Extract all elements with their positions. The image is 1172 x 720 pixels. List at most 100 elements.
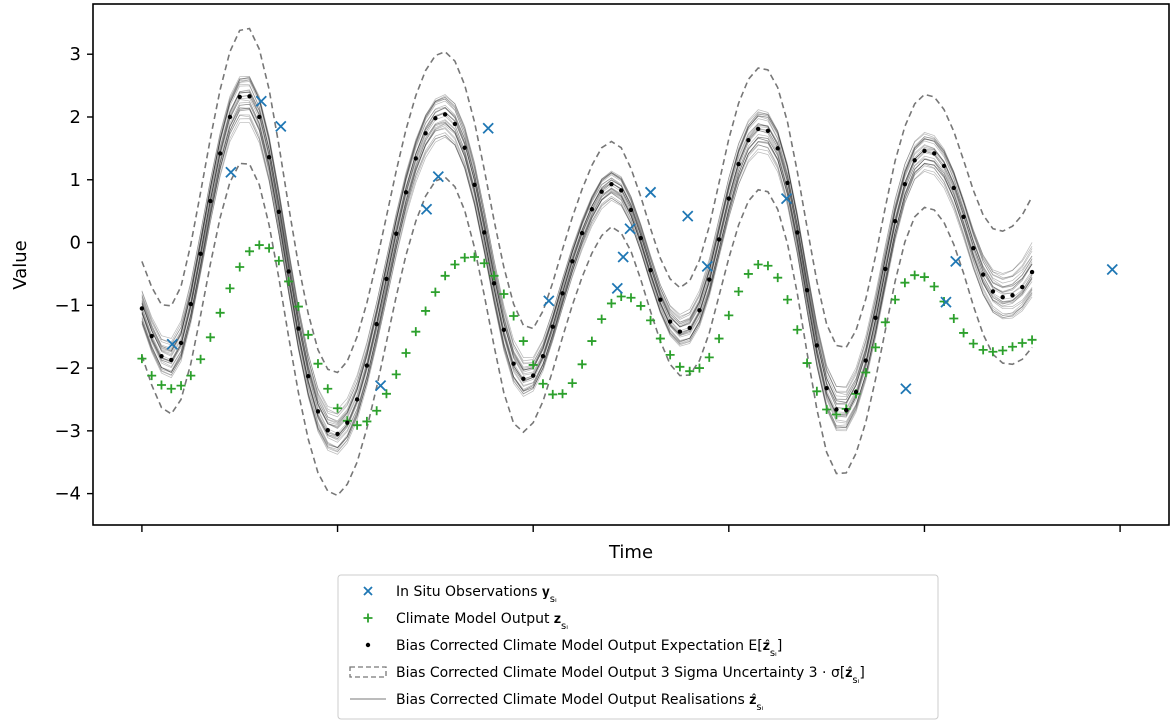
- expectation-point: [765, 128, 771, 133]
- legend-label: Bias Corrected Climate Model Output Real…: [396, 692, 764, 713]
- climate-model-point: [890, 295, 900, 305]
- expectation-point: [716, 237, 722, 242]
- expectation-point: [266, 154, 272, 160]
- expectation-point: [961, 214, 966, 219]
- observation-point: [255, 95, 267, 107]
- expectation-point: [139, 306, 145, 311]
- expectation-point: [902, 181, 908, 187]
- climate-model-point: [822, 405, 832, 415]
- y-tick-label: 0: [70, 233, 81, 254]
- expectation-point: [540, 353, 546, 359]
- expectation-point: [1000, 294, 1005, 300]
- expectation-point: [648, 267, 653, 273]
- observation-point: [900, 383, 912, 395]
- realisation-line: [141, 97, 1033, 438]
- climate-model-point: [880, 317, 890, 327]
- climate-model-markers: [137, 240, 1037, 430]
- climate-model-point: [440, 271, 450, 281]
- expectation-point: [442, 112, 448, 117]
- observation-point: [950, 255, 962, 267]
- observation-point: [940, 296, 952, 308]
- climate-model-point: [988, 347, 998, 357]
- observation-point: [617, 251, 629, 263]
- climate-model-point: [215, 308, 225, 318]
- climate-model-point: [577, 359, 587, 369]
- legend-label: Climate Model Output 𝐳sᵢ: [396, 611, 568, 632]
- climate-model-point: [450, 260, 460, 269]
- climate-model-point: [704, 352, 714, 362]
- expectation-point: [560, 291, 565, 296]
- plot-frame: [92, 3, 1170, 526]
- climate-model-point: [724, 310, 734, 320]
- realisation-line: [141, 114, 1033, 453]
- expectation-point: [227, 114, 233, 120]
- expectation-point: [736, 161, 741, 167]
- uncertainty-upper-line: [141, 27, 1033, 374]
- expectation-point: [941, 163, 947, 169]
- x-axis-ticks: [141, 525, 1121, 532]
- climate-model-point: [147, 371, 157, 381]
- expectation-point: [335, 431, 340, 437]
- climate-model-point: [1007, 342, 1017, 352]
- y-tick-label: 3: [70, 44, 81, 65]
- expectation-point: [853, 389, 859, 395]
- climate-model-point: [323, 384, 333, 394]
- realisation-line: [141, 79, 1033, 418]
- climate-model-point: [313, 359, 323, 369]
- expectation-point: [149, 333, 154, 339]
- climate-model-point: [372, 406, 382, 416]
- expectation-point: [687, 325, 692, 331]
- realisation-line: [141, 95, 1033, 434]
- realisation-line: [141, 78, 1033, 410]
- climate-model-point: [137, 354, 147, 364]
- expectation-point: [217, 151, 223, 156]
- realisation-line: [141, 77, 1033, 428]
- realisation-line: [141, 89, 1033, 437]
- expectation-point: [286, 269, 291, 274]
- uncertainty-band: [141, 27, 1033, 497]
- expectation-point: [472, 182, 477, 187]
- climate-model-point: [968, 339, 978, 349]
- climate-model-point: [401, 348, 411, 358]
- expectation-point: [707, 277, 712, 282]
- climate-model-point: [235, 262, 245, 272]
- expectation-point: [354, 397, 360, 402]
- climate-model-point: [166, 384, 176, 394]
- expectation-point: [658, 297, 663, 302]
- observation-markers: [166, 95, 1118, 395]
- expectation-point: [844, 407, 849, 413]
- observation-point: [275, 120, 287, 133]
- realisation-line: [141, 107, 1033, 436]
- legend-expectation-handle: [365, 642, 371, 648]
- expectation-point: [384, 276, 389, 282]
- expectation-point: [609, 181, 614, 187]
- climate-model-point: [460, 253, 470, 263]
- expectation-point: [814, 343, 820, 348]
- climate-model-point: [792, 325, 802, 335]
- climate-model-point: [655, 334, 665, 344]
- expectation-point: [638, 235, 643, 241]
- climate-model-point: [156, 380, 166, 390]
- realisation-line: [141, 107, 1033, 448]
- climate-model-point: [225, 283, 235, 293]
- expectation-point: [795, 230, 800, 235]
- expectation-point: [824, 385, 829, 391]
- climate-model-point: [421, 306, 431, 316]
- expectation-point: [296, 326, 301, 331]
- climate-model-point: [430, 287, 440, 297]
- expectation-point: [1010, 293, 1015, 298]
- climate-model-point: [763, 261, 773, 271]
- climate-model-point: [499, 289, 509, 299]
- expectation-point: [198, 251, 203, 257]
- expectation-point: [394, 231, 399, 236]
- climate-model-point: [205, 332, 215, 342]
- climate-model-point: [606, 298, 616, 308]
- realisation-line: [141, 118, 1033, 455]
- climate-model-point: [489, 271, 499, 281]
- expectation-point: [677, 329, 683, 334]
- legend-label: In Situ Observations 𝐲sᵢ: [396, 584, 557, 605]
- climate-model-point: [558, 389, 568, 399]
- realisation-line: [141, 91, 1033, 426]
- expectation-point: [237, 94, 242, 100]
- expectation-point: [501, 327, 507, 332]
